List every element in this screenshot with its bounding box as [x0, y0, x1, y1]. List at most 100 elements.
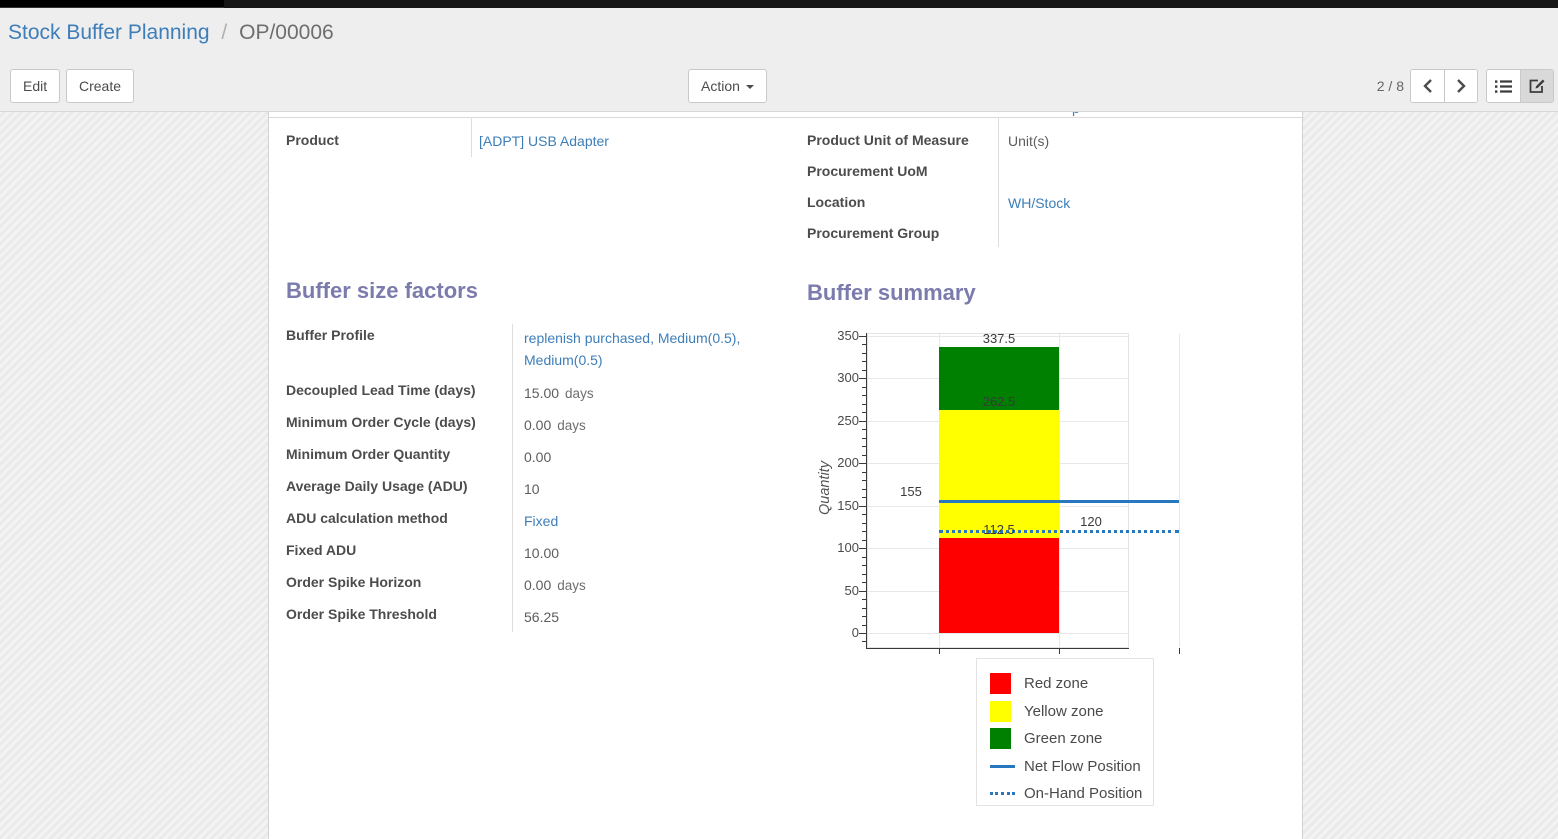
- field-label: Product: [286, 132, 339, 148]
- field-value-wrap: 0.00 days: [524, 415, 779, 437]
- y-minor-tick: [862, 437, 866, 439]
- breadcrumb-current: OP/00006: [239, 21, 334, 44]
- legend-item[interactable]: Red zone: [990, 670, 1153, 698]
- field-value-wrap: 56.25: [524, 607, 779, 629]
- table-row: Buffer Profile replenish purchased, Mediu…: [286, 322, 786, 377]
- field-label: Minimum Order Cycle (days): [286, 414, 476, 430]
- y-minor-tick: [862, 395, 866, 397]
- on-hand-position-line[interactable]: [938, 529, 1179, 533]
- view-switcher: [1486, 69, 1554, 103]
- field-value: Unit(s): [1008, 133, 1050, 149]
- y-tick-label: 350: [837, 328, 859, 343]
- field-value-wrap: 10.00: [524, 543, 779, 565]
- y-major-tick: [859, 633, 866, 634]
- net-flow-position-line[interactable]: [938, 499, 1179, 503]
- table-row: Fixed ADU 10.00: [286, 537, 786, 569]
- y-minor-tick: [862, 446, 866, 448]
- create-button[interactable]: Create: [66, 69, 135, 103]
- form-view-button[interactable]: [1520, 70, 1553, 102]
- field-unit-suffix: days: [557, 578, 586, 593]
- y-minor-tick: [862, 573, 866, 575]
- y-major-tick: [859, 505, 866, 507]
- y-minor-tick: [862, 403, 866, 405]
- field-value-link[interactable]: [ADPT] USB Adapter: [479, 133, 609, 149]
- field-value-wrap: 0.00: [524, 447, 779, 469]
- x-major-tick: [1178, 648, 1180, 654]
- y-minor-tick: [862, 607, 866, 609]
- caret-down-icon: [745, 85, 754, 90]
- net-flow-position-swatch: [990, 764, 1015, 768]
- field-value-link[interactable]: Fixed: [524, 513, 559, 529]
- table-row: ADU calculation method Fixed: [286, 505, 786, 537]
- table-row: Minimum Order Quantity 0.00: [286, 441, 786, 473]
- list-view-button[interactable]: [1487, 70, 1520, 102]
- chevron-left-icon: [1422, 79, 1432, 93]
- field-label: Procurement Group: [807, 225, 940, 241]
- legend-label: On-Hand Position: [1024, 785, 1143, 803]
- red-zone-bar[interactable]: [939, 537, 1059, 633]
- green-zone-swatch: [990, 728, 1011, 750]
- field-value: 56.25: [524, 609, 560, 625]
- legend-item[interactable]: Yellow zone: [990, 698, 1153, 726]
- yellow-zone-bar[interactable]: [939, 410, 1059, 538]
- table-row: Average Daily Usage (ADU) 10: [286, 473, 786, 505]
- breadcrumb-parent-link[interactable]: Stock Buffer Planning: [8, 21, 210, 44]
- field-label: Order Spike Horizon: [286, 574, 422, 590]
- field-value-link[interactable]: WH/Stock: [1008, 195, 1071, 211]
- edit-button[interactable]: Edit: [10, 69, 61, 103]
- action-label: Action: [701, 78, 740, 94]
- legend-swatch: [990, 792, 1016, 796]
- y-tick-label: 250: [837, 412, 859, 428]
- field-value: 15.00: [524, 385, 560, 401]
- y-tick-label: 300: [837, 370, 859, 386]
- y-minor-tick: [862, 531, 866, 533]
- gridline: [868, 336, 1128, 337]
- pager-next-button[interactable]: [1444, 70, 1477, 102]
- factors-column-separator: [512, 324, 513, 632]
- legend-label: Red zone: [1024, 675, 1089, 693]
- y-minor-tick: [862, 522, 866, 524]
- plot-frame[interactable]: [867, 333, 1129, 648]
- buffer-summary-title: Buffer summary: [807, 280, 976, 305]
- y-tick-label: 50: [844, 582, 859, 598]
- bar-value-label: 262.5: [982, 394, 1016, 410]
- field-label: Order Spike Threshold: [286, 606, 437, 622]
- y-minor-tick: [862, 539, 866, 541]
- group-separator: [998, 117, 999, 247]
- y-minor-tick: [862, 352, 866, 354]
- action-dropdown-button[interactable]: Action: [688, 69, 767, 103]
- table-row: Order Spike Threshold 56.25: [286, 601, 786, 633]
- table-row: Order Spike Horizon 0.00 days: [286, 569, 786, 601]
- y-minor-tick: [862, 369, 866, 371]
- top-navbar-apps-area: [0, 0, 224, 8]
- y-major-tick: [859, 420, 866, 422]
- field-unit-suffix: days: [557, 418, 586, 433]
- chevron-right-icon: [1457, 79, 1466, 93]
- legend-item[interactable]: On-Hand Position: [990, 780, 1153, 808]
- y-major-tick: [859, 590, 866, 592]
- red-zone-swatch: [990, 673, 1011, 695]
- field-value: 10: [524, 481, 540, 497]
- legend-item[interactable]: Net Flow Position: [990, 753, 1153, 781]
- y-minor-tick: [862, 641, 866, 643]
- form-sheet: p y Product [ADPT] USB Adapter Product Un…: [268, 112, 1304, 839]
- field-value-link[interactable]: replenish purchased, Medium(0.5), Medium…: [524, 330, 741, 368]
- y-tick-label: 150: [837, 497, 859, 513]
- legend-label: Net Flow Position: [1024, 757, 1141, 775]
- legend-item[interactable]: Green zone: [990, 725, 1153, 753]
- top-navbar: [0, 0, 1558, 8]
- pager-previous-button[interactable]: [1411, 70, 1444, 102]
- y-minor-tick: [862, 565, 866, 567]
- table-row: Decoupled Lead Time (days) 15.00 days: [286, 377, 786, 409]
- field-label: Product Unit of Measure: [807, 132, 969, 148]
- legend-swatch: [990, 700, 1016, 722]
- y-minor-tick: [862, 344, 866, 346]
- y-tick-label: 200: [837, 455, 859, 471]
- green-zone-bar[interactable]: [939, 346, 1059, 411]
- legend-label: Green zone: [1024, 730, 1103, 748]
- line-value-label: 155: [900, 484, 922, 500]
- legend-swatch: [990, 728, 1016, 750]
- buffer-summary-chart: Quantity: [807, 325, 1187, 675]
- y-minor-tick: [862, 480, 866, 482]
- field-value-wrap: Fixed: [524, 511, 779, 533]
